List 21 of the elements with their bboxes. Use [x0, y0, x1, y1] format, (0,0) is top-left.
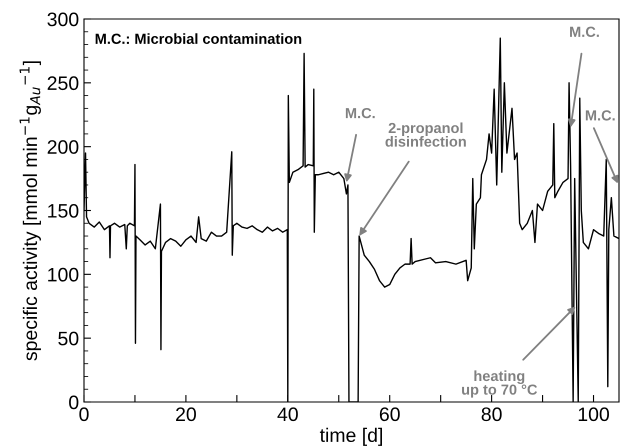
y-tick-label: 200 — [48, 140, 78, 154]
x-tick-label: 0 — [79, 407, 89, 422]
x-tick-label: 100 — [578, 407, 609, 422]
x-tick-label: 80 — [482, 407, 502, 422]
x-tick-label: 60 — [380, 407, 400, 422]
annotation: 2-propanol disinfection — [385, 122, 466, 147]
x-tick-label: 20 — [176, 407, 196, 422]
x-tick-label: 40 — [277, 407, 298, 422]
y-axis-title: specific activity [mmol min$^{−1}$g$_{Au}$$^{−1}$] — [20, 61, 41, 361]
y-tick-label: 50 — [58, 332, 78, 346]
annotation: M.C. — [346, 108, 375, 118]
x-axis-title: time [d] — [320, 428, 382, 446]
annotation: heating up to 70 °C — [462, 370, 538, 398]
y-tick-label: 0 — [69, 395, 78, 410]
annotation: M.C. — [570, 26, 599, 37]
y-tick-label: 300 — [47, 12, 78, 26]
annotation: M.C. — [586, 110, 615, 121]
y-tick-label: 100 — [48, 268, 78, 282]
y-tick-label: 150 — [48, 204, 78, 218]
annotation: M.C.: Microbial contamination — [96, 33, 302, 44]
y-tick-label: 250 — [48, 76, 78, 90]
